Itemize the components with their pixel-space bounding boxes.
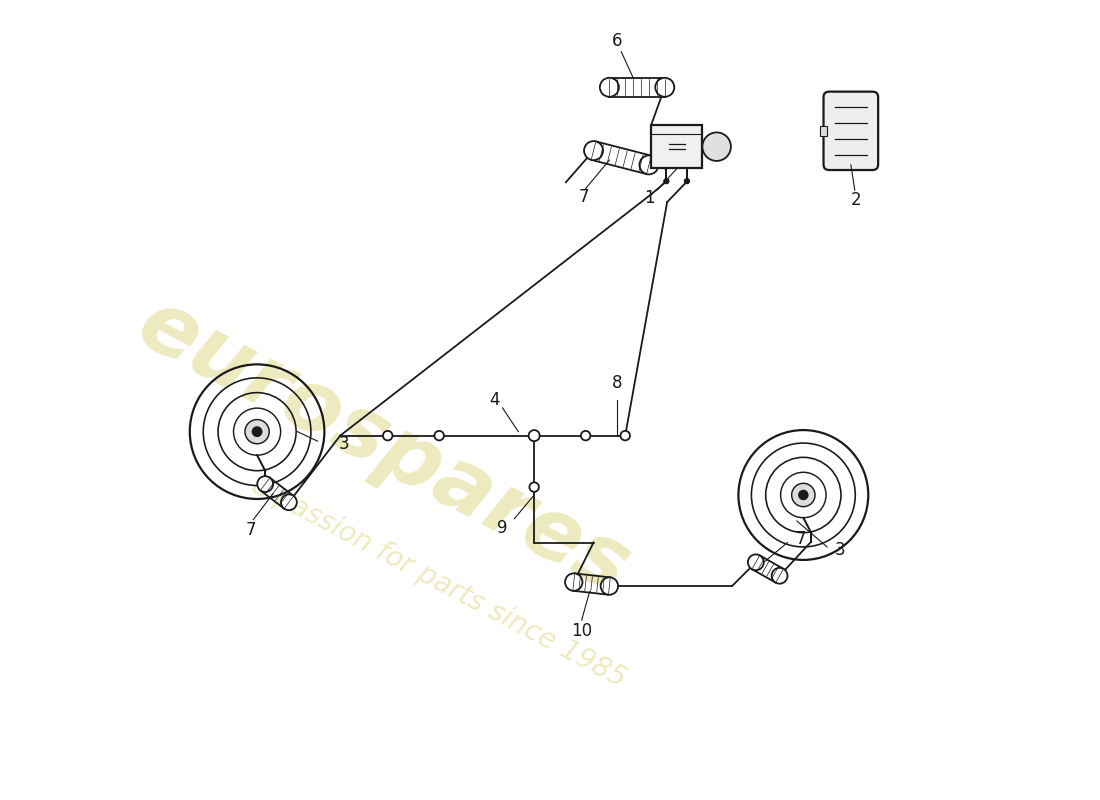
Circle shape (565, 574, 583, 590)
Bar (651, 125, 703, 169)
Text: 7: 7 (245, 521, 256, 539)
Circle shape (792, 483, 815, 506)
Text: eurospares: eurospares (124, 283, 643, 612)
Text: 7: 7 (795, 530, 806, 547)
Text: 3: 3 (835, 541, 846, 559)
Circle shape (601, 578, 618, 594)
Text: 3: 3 (339, 434, 350, 453)
Text: 7: 7 (579, 187, 590, 206)
Circle shape (620, 431, 630, 440)
Circle shape (748, 554, 763, 570)
Circle shape (529, 430, 540, 441)
Text: 1: 1 (644, 189, 654, 207)
Text: 10: 10 (571, 622, 592, 640)
Text: a passion for parts since 1985: a passion for parts since 1985 (248, 471, 631, 693)
Text: 8: 8 (612, 374, 623, 391)
Circle shape (584, 141, 603, 160)
Circle shape (581, 431, 591, 440)
Circle shape (703, 133, 730, 161)
Circle shape (529, 482, 539, 492)
Circle shape (684, 178, 690, 184)
Circle shape (656, 78, 674, 97)
Circle shape (257, 476, 273, 492)
Circle shape (280, 494, 297, 510)
Bar (820, 126, 827, 135)
Circle shape (639, 155, 659, 174)
Circle shape (383, 431, 393, 440)
Circle shape (663, 178, 670, 184)
Text: 4: 4 (490, 391, 499, 409)
Circle shape (799, 490, 807, 499)
Circle shape (252, 427, 262, 436)
Text: 6: 6 (612, 32, 623, 50)
Circle shape (600, 78, 619, 97)
FancyBboxPatch shape (824, 92, 878, 170)
Text: 2: 2 (850, 190, 861, 209)
Circle shape (772, 568, 788, 584)
Circle shape (434, 431, 444, 440)
Text: 9: 9 (497, 519, 508, 538)
Circle shape (245, 419, 270, 444)
